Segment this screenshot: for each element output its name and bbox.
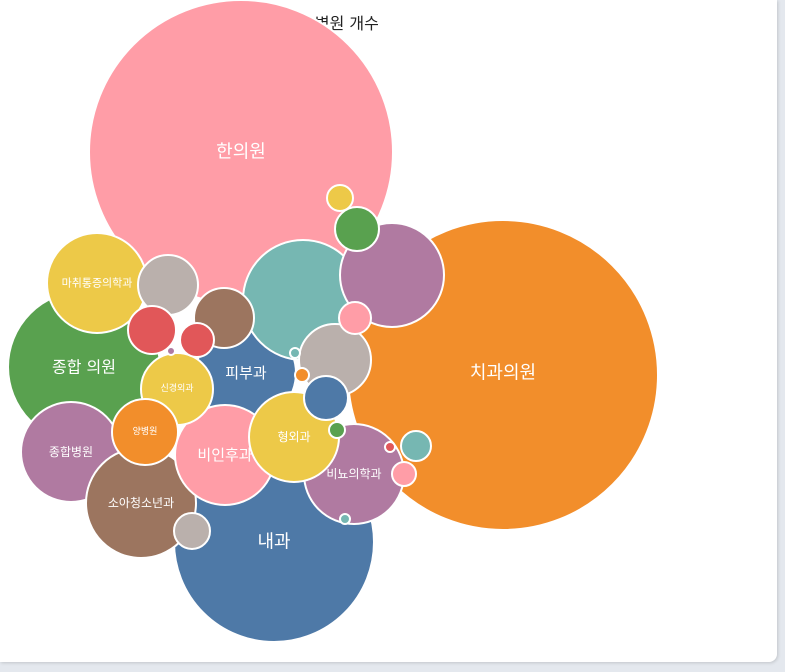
bubble-b28[interactable] (328, 421, 346, 439)
bubble-label-피부과: 피부과 (225, 364, 267, 382)
bubble-label-내과: 내과 (257, 532, 290, 553)
bubble-요양병원[interactable] (111, 398, 179, 466)
bubble-b29[interactable] (294, 367, 310, 383)
bubble-label-신경외과: 신경외과 (160, 382, 193, 394)
bubble-b23[interactable] (326, 184, 354, 212)
bubble-label-한의원: 한의원 (216, 142, 266, 163)
bubble-label-요양병원: 양병원 (133, 426, 158, 437)
bubble-label-소아청소년과: 소아청소년과 (108, 496, 174, 510)
bubble-label-치과의원: 치과의원 (470, 363, 536, 384)
bubble-b33[interactable] (166, 346, 176, 356)
bubble-label-비뇨의학과: 비뇨의학과 (326, 467, 381, 481)
bubble-b27[interactable] (391, 461, 417, 487)
bubble-b30[interactable] (289, 347, 301, 359)
bubble-b24[interactable] (400, 430, 432, 462)
bubble-b22[interactable] (334, 206, 380, 252)
bubble-b19[interactable] (127, 305, 177, 355)
bubble-b26[interactable] (173, 512, 211, 550)
bubble-b25[interactable] (338, 301, 372, 335)
bubble-b31[interactable] (384, 441, 396, 453)
bubble-label-종합병원: 종합병원 (49, 445, 93, 459)
bubble-b20[interactable] (179, 322, 215, 358)
bubble-label-마취통증의학과: 마취통증의학과 (62, 277, 133, 290)
bubble-label-비인후과: 비인후과 (197, 446, 252, 464)
bubble-b32[interactable] (339, 513, 351, 525)
bubble-b21[interactable] (303, 375, 349, 421)
bubble-label-정형외과: 형외과 (277, 430, 310, 444)
bubble-label-종합-의원: 종합 의원 (52, 358, 116, 377)
